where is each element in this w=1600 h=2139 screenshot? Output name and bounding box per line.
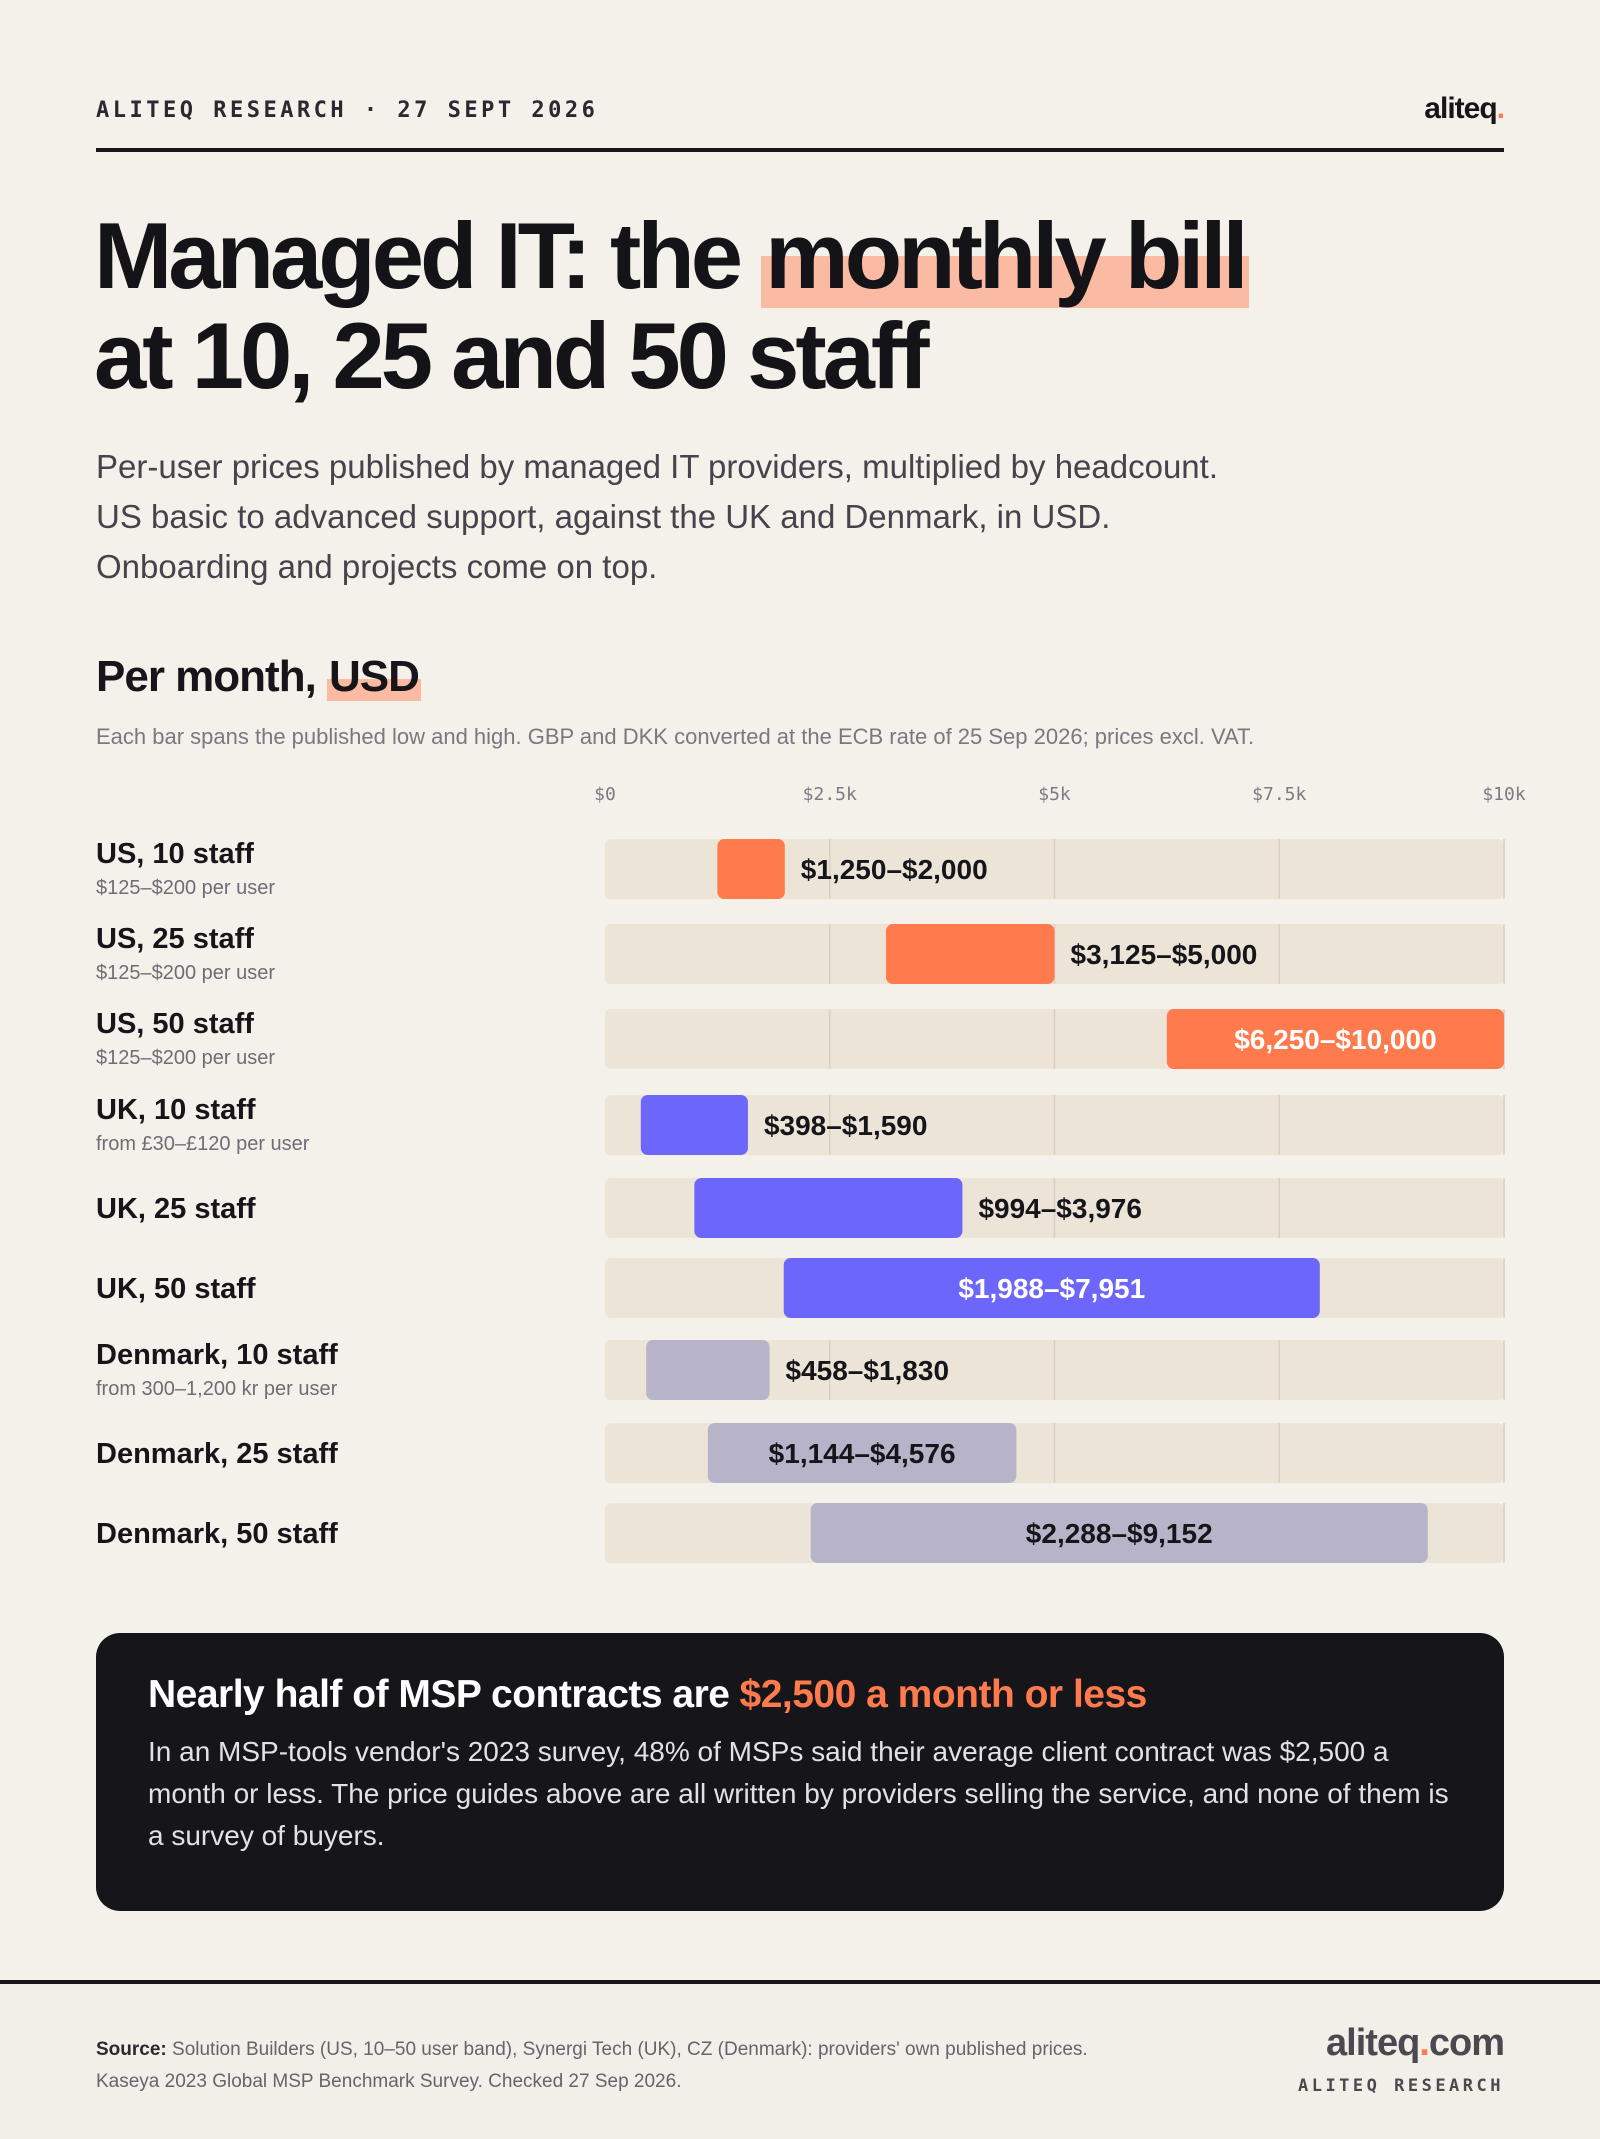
bar-value-label: $6,250–$10,000 <box>1234 1024 1436 1055</box>
bar-value-label: $398–$1,590 <box>764 1110 928 1141</box>
subtitle-line-3: Onboarding and projects come on top. <box>96 548 658 585</box>
page-footer: Source: Solution Builders (US, 10–50 use… <box>0 1980 1600 2139</box>
range-bar <box>783 1258 1320 1318</box>
bar-value-label: $1,144–$4,576 <box>769 1438 956 1469</box>
chart-title: Per month, USD <box>96 652 421 702</box>
page-subtitle: Per-user prices published by managed IT … <box>96 442 1396 592</box>
bar-value-label: $2,288–$9,152 <box>1026 1518 1213 1549</box>
report-kicker: ALITEQ RESEARCH · 27 SEPT 2026 <box>96 98 599 123</box>
row-sublabel: $125–$200 per user <box>96 1047 275 1069</box>
chart-title-highlight: USD <box>327 652 421 701</box>
subtitle-line-2: US basic to advanced support, against th… <box>96 498 1111 535</box>
x-tick-label: $2.5k <box>803 784 857 805</box>
footer-logo-tld: com <box>1428 2022 1505 2064</box>
range-bar <box>1166 1009 1504 1069</box>
range-bar <box>717 839 785 899</box>
title-part1: Managed IT: the <box>94 203 762 308</box>
row-label: UK, 25 staff <box>96 1193 256 1225</box>
page-title: Managed IT: the monthly bill at 10, 25 a… <box>94 203 1514 408</box>
source-note: Source: Solution Builders (US, 10–50 use… <box>96 2034 1136 2098</box>
report-header: ALITEQ RESEARCH · 27 SEPT 2026 aliteq. <box>96 92 1505 152</box>
bar-value-label: $1,250–$2,000 <box>801 854 988 885</box>
row-label: US, 25 staff <box>96 923 254 955</box>
subtitle-line-1: Per-user prices published by managed IT … <box>96 448 1218 485</box>
row-label: US, 50 staff <box>96 1008 254 1040</box>
x-tick-label: $7.5k <box>1252 784 1306 805</box>
title-highlight: monthly bill <box>761 203 1249 308</box>
x-tick-label: $0 <box>594 784 616 805</box>
bar-value-label: $3,125–$5,000 <box>1071 939 1258 970</box>
row-label: Denmark, 10 staff <box>96 1339 338 1371</box>
row-sublabel: $125–$200 per user <box>96 877 275 899</box>
callout-box: Nearly half of MSP contracts are $2,500 a… <box>96 1633 1504 1911</box>
row-sublabel: $125–$200 per user <box>96 962 275 984</box>
callout-heading-text: Nearly half of MSP contracts are <box>148 1673 730 1716</box>
range-bar <box>640 1095 748 1155</box>
callout-heading: Nearly half of MSP contracts are $2,500 a… <box>148 1673 1452 1717</box>
footer-logo-subtitle: ALITEQ RESEARCH <box>1297 2076 1504 2096</box>
source-label: Source: <box>96 2039 167 2060</box>
brand-logo-text: aliteq <box>1424 92 1497 125</box>
row-label: UK, 10 staff <box>96 1094 256 1126</box>
footer-logo-text: aliteq <box>1326 2022 1420 2064</box>
row-label: Denmark, 50 staff <box>96 1518 338 1550</box>
row-label: Denmark, 25 staff <box>96 1438 338 1470</box>
callout-body: In an MSP-tools vendor's 2023 survey, 48… <box>148 1736 1449 1851</box>
source-text: Solution Builders (US, 10–50 user band),… <box>96 2039 1088 2092</box>
callout-heading-accent: $2,500 a month or less <box>739 1673 1148 1716</box>
range-bar-chart: $0 $2.5k $5k $7.5k $10k $1,250–$2,000 US, 10 s… <box>96 784 1526 1563</box>
bar-value-label: $1,988–$7,951 <box>958 1273 1145 1304</box>
row-sublabel: from £30–£120 per user <box>96 1133 310 1155</box>
bar-value-label: $458–$1,830 <box>786 1355 950 1386</box>
brand-logo-dot: . <box>1496 92 1505 125</box>
footer-logo-dot: . <box>1419 2022 1430 2064</box>
x-tick-label: $5k <box>1038 784 1071 805</box>
row-sublabel: from 300–1,200 kr per user <box>96 1378 338 1400</box>
brand-logo[interactable]: aliteq. <box>1424 92 1505 126</box>
footer-logo[interactable]: aliteq.com <box>1326 2022 1505 2065</box>
x-tick-label: $10k <box>1482 784 1526 805</box>
bar-value-label: $994–$3,976 <box>978 1193 1142 1224</box>
chart-title-part1: Per month, <box>96 652 328 701</box>
range-bar <box>707 1423 1017 1483</box>
row-label: UK, 50 staff <box>96 1273 256 1305</box>
chart-note: Each bar spans the published low and hig… <box>96 724 1255 749</box>
range-bar <box>885 924 1055 984</box>
range-bar <box>694 1178 963 1238</box>
range-bar <box>810 1503 1428 1563</box>
range-bar <box>646 1340 770 1400</box>
title-part2: at 10, 25 and 50 staff <box>94 303 930 408</box>
row-label: US, 10 staff <box>96 838 254 870</box>
